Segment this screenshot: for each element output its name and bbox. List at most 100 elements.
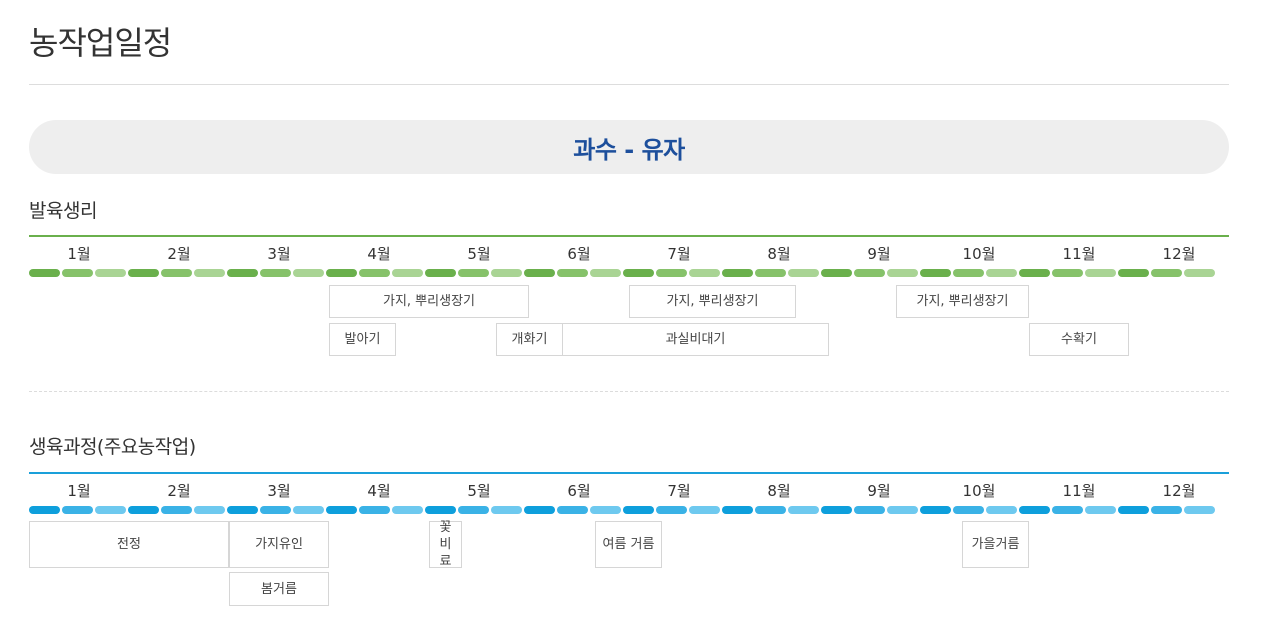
month-label: 9월 xyxy=(867,482,891,500)
month-label: 10월 xyxy=(962,482,996,500)
period-segment xyxy=(1118,269,1149,277)
period-segment xyxy=(887,269,918,277)
period-segment xyxy=(821,506,852,514)
growth-item: 가지, 뿌리생장기 xyxy=(329,285,529,318)
month-label: 10월 xyxy=(962,245,996,263)
period-segment xyxy=(1151,506,1182,514)
month-label: 8월 xyxy=(767,245,791,263)
period-segment xyxy=(359,506,390,514)
period-segment xyxy=(656,506,687,514)
period-segment xyxy=(29,506,60,514)
month-label: 9월 xyxy=(867,245,891,263)
period-segment xyxy=(722,269,753,277)
month-label: 11월 xyxy=(1062,482,1096,500)
period-segment xyxy=(1085,269,1116,277)
period-segment xyxy=(458,506,489,514)
period-segment xyxy=(326,269,357,277)
process-timeline-line xyxy=(29,472,1229,474)
month-label: 11월 xyxy=(1062,245,1096,263)
period-segment xyxy=(1052,269,1083,277)
growth-month-row: 1월 2월 3월 4월 5월 6월 7월 8월 9월 10월 11월 12월 xyxy=(29,243,1229,264)
growth-item: 수확기 xyxy=(1029,323,1129,356)
month-label: 6월 xyxy=(567,482,591,500)
month-label: 2월 xyxy=(167,245,191,263)
period-segment xyxy=(524,269,555,277)
period-segment xyxy=(1184,269,1215,277)
period-segment xyxy=(953,506,984,514)
month-label: 4월 xyxy=(367,245,391,263)
period-segment xyxy=(95,506,126,514)
month-label: 2월 xyxy=(167,482,191,500)
period-segment xyxy=(557,269,588,277)
crop-banner: 과수 - 유자 xyxy=(29,120,1229,174)
period-segment xyxy=(689,269,720,277)
period-segment xyxy=(260,506,291,514)
period-segment xyxy=(392,269,423,277)
period-segment xyxy=(1019,506,1050,514)
month-label: 7월 xyxy=(667,482,691,500)
period-segment xyxy=(1019,269,1050,277)
period-segment xyxy=(491,506,522,514)
month-label: 1월 xyxy=(67,482,91,500)
period-segment xyxy=(392,506,423,514)
section-divider xyxy=(29,391,1229,392)
period-segment xyxy=(425,506,456,514)
period-segment xyxy=(623,506,654,514)
period-segment xyxy=(62,506,93,514)
period-segment xyxy=(128,269,159,277)
period-segment xyxy=(194,269,225,277)
period-segment xyxy=(755,269,786,277)
period-segment xyxy=(986,269,1017,277)
period-segment xyxy=(260,269,291,277)
period-segment xyxy=(854,269,885,277)
month-label: 12월 xyxy=(1162,245,1196,263)
process-month-row: 1월 2월 3월 4월 5월 6월 7월 8월 9월 10월 11월 12월 xyxy=(29,480,1229,501)
process-item: 가을거름 xyxy=(962,521,1029,568)
period-segment xyxy=(128,506,159,514)
month-label: 5월 xyxy=(467,482,491,500)
month-label: 3월 xyxy=(267,482,291,500)
month-label: 8월 xyxy=(767,482,791,500)
period-segment xyxy=(194,506,225,514)
page-title: 농작업일정 xyxy=(29,24,172,62)
period-segment xyxy=(722,506,753,514)
process-item: 가지유인 xyxy=(229,521,329,568)
period-segment xyxy=(755,506,786,514)
growth-timeline: 1월 2월 3월 4월 5월 6월 7월 8월 9월 10월 11월 12월 xyxy=(29,235,1229,285)
growth-item: 가지, 뿌리생장기 xyxy=(896,285,1029,318)
period-segment xyxy=(689,506,720,514)
period-segment xyxy=(1118,506,1149,514)
period-segment xyxy=(557,506,588,514)
period-segment xyxy=(293,506,324,514)
period-segment xyxy=(458,269,489,277)
period-segment xyxy=(1184,506,1215,514)
month-label: 4월 xyxy=(367,482,391,500)
period-segment xyxy=(920,506,951,514)
period-segment xyxy=(623,269,654,277)
growth-item: 발아기 xyxy=(329,323,396,356)
period-segment xyxy=(524,506,555,514)
period-segment xyxy=(359,269,390,277)
period-segment xyxy=(1052,506,1083,514)
growth-timeline-line xyxy=(29,235,1229,237)
process-section-title: 생육과정(주요농작업) xyxy=(29,436,196,458)
period-segment xyxy=(1151,269,1182,277)
period-segment xyxy=(62,269,93,277)
process-item: 여름 거름 xyxy=(595,521,662,568)
growth-section-title: 발육생리 xyxy=(29,200,97,222)
period-segment xyxy=(227,506,258,514)
process-timeline: 1월 2월 3월 4월 5월 6월 7월 8월 9월 10월 11월 12월 xyxy=(29,472,1229,522)
period-segment xyxy=(293,269,324,277)
growth-item: 과실비대기 xyxy=(562,323,829,356)
period-segment xyxy=(326,506,357,514)
month-label: 7월 xyxy=(667,245,691,263)
growth-period-bar xyxy=(29,269,1229,277)
process-item: 꽃비료 xyxy=(429,520,462,569)
title-divider xyxy=(29,84,1229,85)
process-item: 전정 xyxy=(29,521,229,568)
period-segment xyxy=(821,269,852,277)
month-label: 12월 xyxy=(1162,482,1196,500)
period-segment xyxy=(95,269,126,277)
period-segment xyxy=(854,506,885,514)
period-segment xyxy=(425,269,456,277)
